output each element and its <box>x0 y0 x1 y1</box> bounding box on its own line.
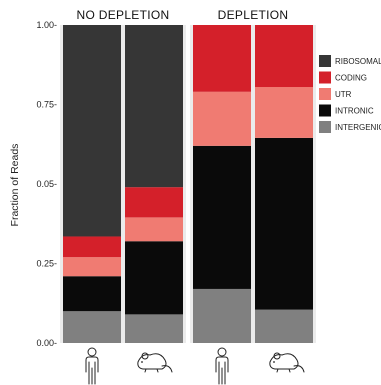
legend-swatch-intronic <box>319 104 331 117</box>
bar-segment-coding <box>125 187 183 218</box>
bar-segment-intronic <box>255 137 313 310</box>
bar-segment-intergenic <box>63 311 121 343</box>
y-axis-title: Fraction of Reads <box>9 144 21 227</box>
y-tick-label: 0.25- <box>36 259 57 269</box>
y-tick-label: 1.00- <box>36 20 57 30</box>
bar-segment-utr <box>255 87 313 138</box>
legend-swatch-ribosomal <box>319 55 331 67</box>
bar-segment-ribosomal <box>125 25 183 188</box>
legend: RIBOSOMAL CODING UTR INTRONIC INTERGENIC <box>319 55 381 133</box>
legend-label-ribosomal: RIBOSOMAL <box>335 57 381 66</box>
bar-segment-intronic <box>125 241 183 315</box>
legend-label-intergenic: INTERGENIC <box>335 123 381 132</box>
bar-segment-intronic <box>193 145 251 289</box>
bar-segment-utr <box>193 91 251 146</box>
bar-segment-intergenic <box>125 314 183 343</box>
legend-label-coding: CODING <box>335 74 367 83</box>
legend-label-utr: UTR <box>335 90 352 99</box>
bar-segment-ribosomal <box>63 25 121 237</box>
person-icon <box>215 347 229 385</box>
mouse-icon <box>269 352 305 373</box>
y-axis-ticks: 0.00- 0.25- 0.05- 0.75- 1.00- <box>36 20 57 348</box>
y-tick-label: 0.00- <box>36 338 57 348</box>
bar-segment-intergenic <box>193 288 251 343</box>
legend-label-intronic: INTRONIC <box>335 107 374 116</box>
bar-segment-coding <box>193 25 251 92</box>
bar-segment-coding <box>63 236 121 258</box>
person-icon <box>85 347 99 385</box>
legend-swatch-intergenic <box>319 121 331 133</box>
panel-title-depletion: DEPLETION <box>218 8 289 22</box>
x-axis-icons <box>85 347 305 385</box>
bar-segment-intronic <box>63 276 121 312</box>
legend-swatch-coding <box>319 71 331 84</box>
legend-swatch-utr <box>319 88 331 100</box>
bar-segment-intergenic <box>255 309 313 343</box>
panel-title-no-depletion: NO DEPLETION <box>77 8 170 22</box>
y-tick-label: 0.05- <box>36 179 57 189</box>
y-tick-label: 0.75- <box>36 100 57 110</box>
bars-group <box>63 25 313 343</box>
mouse-icon <box>137 352 173 373</box>
bar-segment-utr <box>125 217 183 242</box>
bar-segment-coding <box>255 25 313 88</box>
bar-segment-utr <box>63 257 121 277</box>
